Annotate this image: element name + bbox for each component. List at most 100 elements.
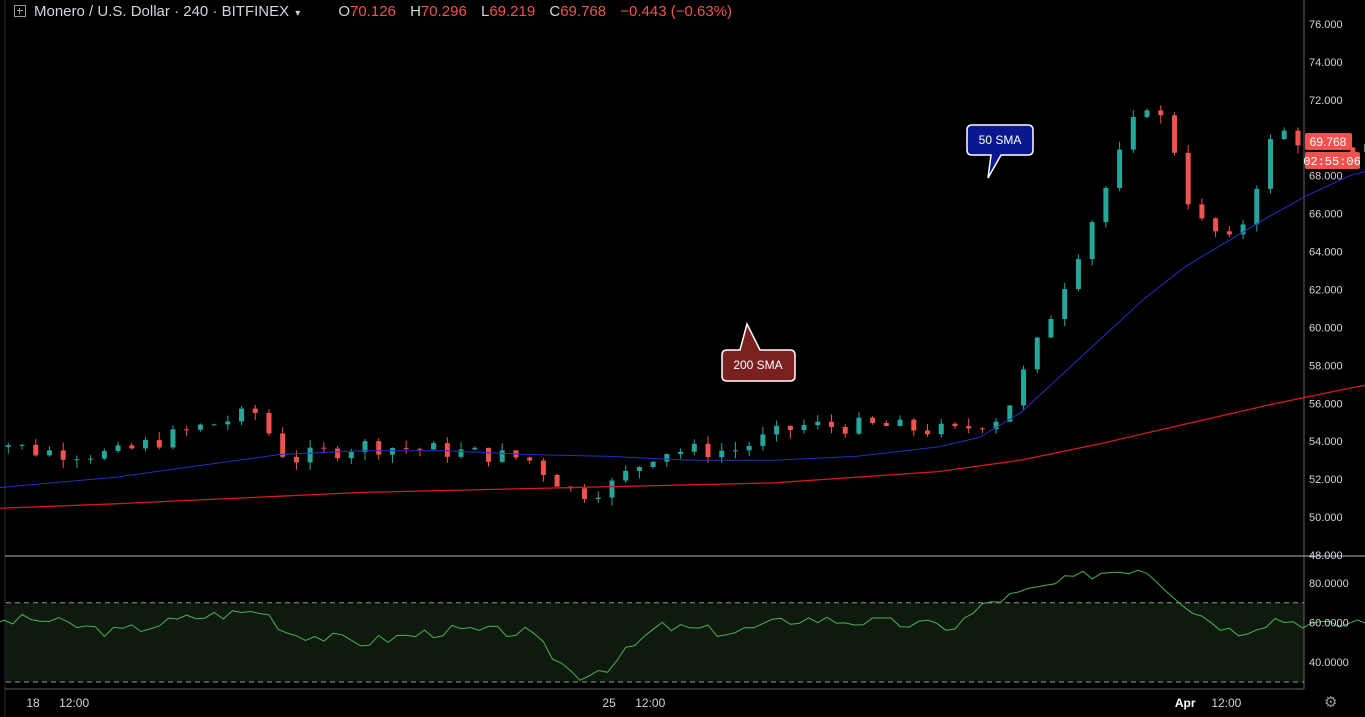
candle-body: [911, 419, 917, 431]
change-value: −0.443 (−0.63%): [620, 2, 733, 20]
time-tick-label: 18: [26, 696, 40, 710]
high-value: 70.296: [420, 2, 467, 20]
add-symbol-icon[interactable]: [14, 5, 26, 17]
candle-body: [1254, 188, 1260, 225]
sma-200-line: [0, 384, 1365, 509]
price-tick-label: 60.000: [1309, 322, 1343, 334]
candle-body: [664, 454, 670, 462]
candle-body: [225, 421, 231, 425]
time-tick-label: 25: [602, 696, 616, 710]
candle-body: [60, 450, 66, 460]
open-label: O: [338, 2, 350, 20]
symbol-name: Monero / U.S. Dollar: [34, 2, 170, 20]
candle-body: [1089, 222, 1095, 260]
candle-body: [1240, 224, 1246, 235]
candle-body: [1226, 231, 1232, 235]
time-tick-label: 12:00: [635, 696, 665, 710]
candle-body: [1103, 187, 1109, 223]
gear-icon[interactable]: ⚙: [1324, 694, 1338, 711]
candle-body: [252, 408, 258, 413]
candle-body: [856, 417, 862, 434]
candle-body: [307, 447, 313, 463]
candle-body: [266, 412, 272, 434]
price-tick-label: 48.000: [1309, 550, 1343, 562]
candle-body: [280, 433, 286, 457]
interval-label[interactable]: 240: [183, 2, 209, 20]
candle-body: [1171, 115, 1177, 153]
candle-body: [979, 428, 985, 430]
low-value: 69.219: [489, 2, 536, 20]
candle-body: [691, 443, 697, 452]
candle-body: [170, 429, 176, 448]
candle-body: [88, 458, 94, 460]
candle-body: [33, 444, 39, 456]
candle-body: [1281, 130, 1287, 140]
rsi-tick-label: 80.0000: [1309, 578, 1349, 590]
candle-body: [787, 425, 793, 431]
callout-200-sma[interactable]: 200 SMA: [721, 321, 796, 382]
candle-body: [1185, 152, 1191, 205]
open-value: 70.126: [350, 2, 396, 20]
last-price-label-bg: [1305, 133, 1352, 150]
high-label: H: [410, 2, 421, 20]
ohlc-values: O70.126 H70.296 L69.219 C69.768 −0.443 (…: [338, 3, 732, 20]
candle-body: [348, 452, 354, 459]
price-tick-label: 52.000: [1309, 474, 1343, 486]
candle-body: [458, 449, 464, 457]
candle-body: [156, 440, 162, 448]
callout-50-sma[interactable]: 50 SMA: [966, 124, 1034, 179]
candle-body: [1021, 369, 1027, 406]
candle-body: [1213, 218, 1219, 232]
callout-50-sma-text: 50 SMA: [979, 133, 1022, 147]
candle-body: [1130, 116, 1136, 150]
candle-body: [1075, 259, 1081, 290]
candle-body: [540, 460, 546, 475]
price-tick-label: 54.000: [1309, 436, 1343, 448]
candle-body: [993, 421, 999, 430]
price-tick-label: 64.000: [1309, 247, 1343, 259]
price-tick-label: 72.000: [1309, 95, 1343, 107]
time-tick-label: 12:00: [59, 696, 89, 710]
candle-body: [1048, 319, 1054, 338]
candle-body: [143, 440, 149, 449]
candle-body: [554, 474, 560, 487]
candle-body: [129, 445, 135, 449]
candle-body: [389, 448, 395, 455]
candle-body: [5, 445, 11, 447]
candle-body: [1034, 337, 1040, 370]
candle-body: [952, 423, 958, 427]
candle-body: [828, 421, 834, 427]
candle-body: [1295, 130, 1301, 146]
rsi-line: [0, 569, 1365, 681]
countdown-label: 02:55:06: [1303, 155, 1361, 169]
candle-body: [1268, 139, 1274, 189]
price-tick-label: 58.000: [1309, 360, 1343, 372]
chevron-down-icon[interactable]: ▾: [295, 7, 301, 19]
callout-200-sma-text: 200 SMA: [733, 358, 782, 372]
candle-body: [842, 426, 848, 434]
candle-body: [897, 419, 903, 427]
symbol-title[interactable]: Monero / U.S. Dollar · 240 · BITFINEX ▾: [34, 2, 301, 20]
candle-body: [1158, 110, 1164, 116]
candle-body: [74, 459, 80, 461]
rsi-tick-label: 40.0000: [1309, 657, 1349, 669]
close-value: 69.768: [560, 2, 607, 20]
candle-body: [19, 444, 25, 446]
candle-body: [472, 447, 478, 450]
candle-body: [239, 408, 245, 422]
candle-body: [815, 421, 821, 426]
candle-body: [417, 448, 423, 450]
candle-body: [499, 450, 505, 462]
price-tick-label: 62.000: [1309, 285, 1343, 297]
candle-body: [46, 450, 52, 456]
candle-body: [746, 445, 752, 451]
candle-body: [595, 497, 601, 500]
candle-body: [582, 488, 588, 500]
candle-body: [966, 426, 972, 429]
candle-body: [636, 467, 642, 471]
low-label: L: [480, 2, 490, 20]
candle-body: [184, 429, 190, 431]
candle-body: [321, 447, 327, 449]
